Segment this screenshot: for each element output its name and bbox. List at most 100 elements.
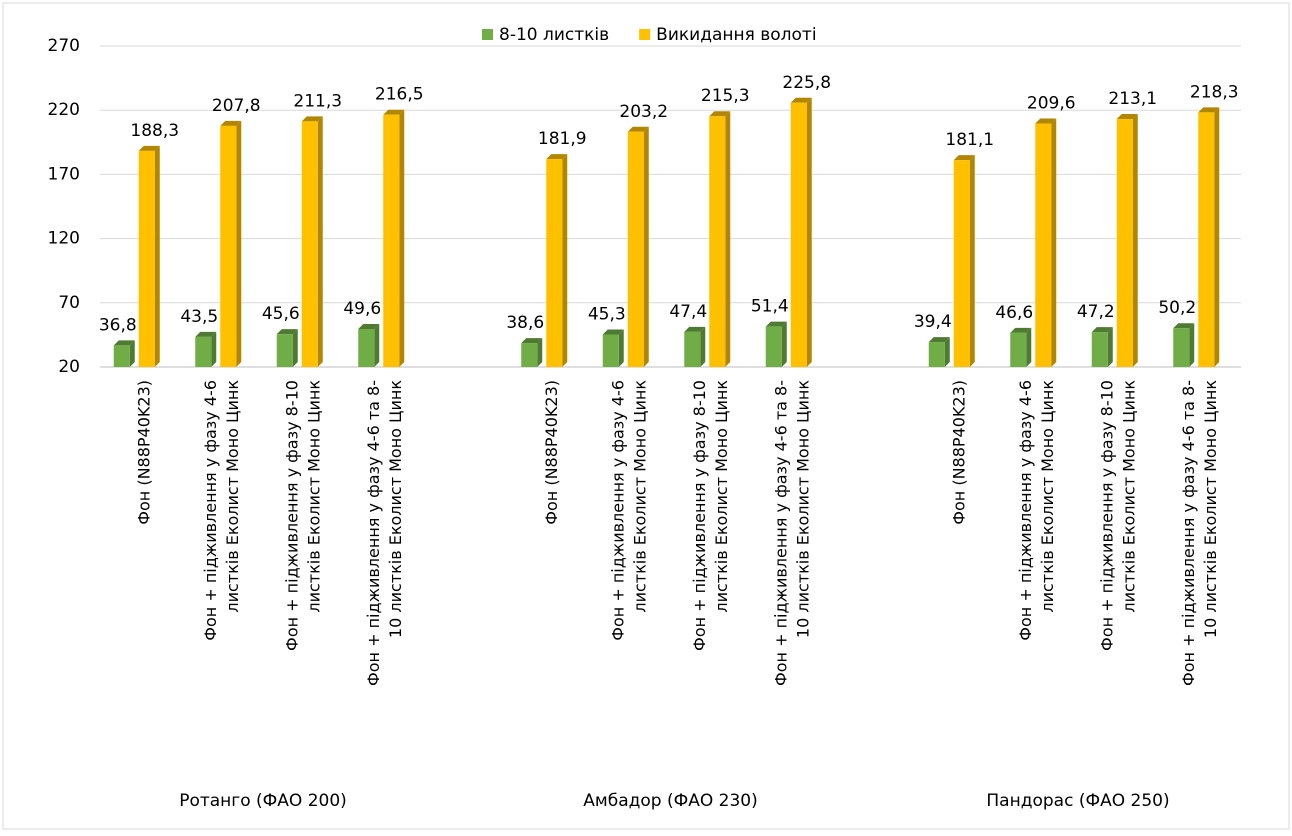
x-tick-label-group: Фон + підживлення у фазу 8-10 листків Еко… — [690, 380, 731, 651]
x-tick-label: листків Еколист Моно Цинк — [223, 380, 242, 613]
bar — [765, 326, 782, 367]
bar-top — [1116, 114, 1138, 120]
x-tick-label: Фон + підживлення у фазу 4-6 та 8- — [771, 380, 790, 686]
bar — [928, 342, 945, 367]
bar — [113, 345, 130, 367]
bar-side — [1189, 323, 1195, 367]
bar-top — [765, 321, 787, 327]
bar-top — [1198, 107, 1220, 113]
data-label: 225,8 — [782, 73, 831, 93]
bar-top — [138, 145, 160, 151]
data-label: 207,8 — [212, 96, 261, 116]
bar-side — [211, 331, 217, 367]
bar-side — [317, 116, 323, 367]
bar — [301, 121, 318, 368]
bar — [1198, 112, 1215, 367]
bar-top — [276, 329, 298, 335]
bar-side — [1026, 327, 1032, 367]
legend-swatch — [639, 29, 651, 40]
bar-side — [1214, 107, 1220, 367]
x-tick-label: Фон + підживлення у фазу 4-6 — [1016, 380, 1035, 641]
bar-side — [1107, 327, 1113, 367]
bar-top — [301, 116, 323, 122]
data-label: 211,3 — [293, 91, 342, 111]
data-label: 39,4 — [914, 312, 952, 332]
bar-top — [220, 120, 242, 126]
data-label: 46,6 — [995, 303, 1033, 323]
bar-side — [806, 97, 812, 367]
x-tick-label: 10 листків Еколист Моно Цинк — [1201, 380, 1220, 638]
data-label: 213,1 — [1108, 89, 1157, 109]
bar-side — [725, 111, 731, 367]
y-tick-label: 120 — [48, 229, 80, 249]
x-tick-label: Фон (N88P40K23) — [134, 380, 153, 525]
data-label: 51,4 — [751, 297, 789, 317]
data-label: 209,6 — [1027, 94, 1076, 114]
bar-side — [399, 109, 405, 367]
x-tick-label: Фон (N88P40K23) — [542, 380, 561, 525]
bar — [546, 159, 563, 367]
legend-label: Викидання волоті — [656, 25, 816, 45]
bar — [220, 125, 237, 367]
bar-side — [1051, 118, 1057, 368]
bar — [684, 331, 701, 367]
data-label: 181,1 — [945, 130, 994, 150]
bar-side — [944, 337, 950, 367]
x-tick-label-group: Фон + підживлення у фазу 4-6 та 8- 10 лис… — [771, 380, 812, 686]
x-tick-label-group: Фон (N88P40K23) — [134, 380, 153, 525]
bar-top — [1173, 323, 1195, 329]
bar-top — [928, 337, 950, 343]
data-label: 203,2 — [619, 102, 668, 122]
x-tick-label: листків Еколист Моно Цинк — [1119, 380, 1138, 613]
x-tick-label-group: Фон (N88P40K23) — [949, 380, 968, 525]
bar — [138, 150, 155, 367]
bar-top — [383, 109, 405, 115]
data-label: 216,5 — [375, 85, 424, 105]
bar — [276, 334, 293, 367]
bar-top — [627, 126, 649, 132]
x-tick-label-group: Фон + підживлення у фазу 4-6 листків Екол… — [1016, 380, 1057, 641]
bar-top — [790, 97, 812, 103]
x-tick-label-group: Фон + підживлення у фазу 4-6 та 8- 10 лис… — [1179, 380, 1220, 686]
y-tick-label: 220 — [48, 100, 80, 120]
legend-label: 8-10 листків — [499, 25, 609, 45]
data-label: 47,4 — [669, 302, 707, 322]
bar — [358, 328, 375, 367]
bar-side — [700, 326, 706, 367]
bar — [602, 334, 619, 367]
bar — [1116, 119, 1133, 367]
bar-top — [521, 338, 543, 344]
bar-side — [292, 329, 298, 367]
bar-side — [562, 154, 568, 367]
data-label: 45,6 — [262, 304, 300, 324]
data-label: 47,2 — [1077, 302, 1115, 322]
bar — [790, 102, 807, 367]
y-tick-label: 70 — [58, 293, 80, 313]
x-tick-label: листків Еколист Моно Цинк — [712, 380, 731, 613]
bar — [1035, 123, 1052, 368]
data-label: 45,3 — [588, 305, 626, 325]
bar-side — [618, 329, 624, 367]
data-label: 215,3 — [701, 86, 750, 106]
bar-top — [113, 340, 135, 346]
bar-top — [684, 326, 706, 332]
group-label: Пандорас (ФАО 250) — [986, 791, 1169, 811]
y-tick-label: 20 — [58, 357, 80, 377]
bar — [195, 336, 212, 367]
x-tick-label: Фон + підживлення у фазу 4-6 та 8- — [364, 380, 383, 686]
x-tick-label-group: Фон + підживлення у фазу 4-6 листків Екол… — [608, 380, 649, 641]
x-tick-label: Фон (N88P40K23) — [949, 380, 968, 525]
data-label: 43,5 — [180, 307, 218, 327]
bar-top — [709, 111, 731, 117]
bar-side — [154, 145, 160, 367]
group-label: Амбадор (ФАО 230) — [583, 791, 757, 811]
x-tick-label: листків Еколист Моно Цинк — [304, 380, 323, 613]
bar-top — [953, 155, 975, 161]
bar-top — [1035, 118, 1057, 124]
y-tick-label: 270 — [48, 36, 80, 56]
data-label: 36,8 — [99, 315, 137, 335]
x-tick-label: Фон + підживлення у фазу 8-10 — [282, 380, 301, 651]
x-tick-label-group: Фон + підживлення у фазу 8-10 листків Еко… — [1097, 380, 1138, 651]
data-label: 50,2 — [1158, 298, 1196, 318]
